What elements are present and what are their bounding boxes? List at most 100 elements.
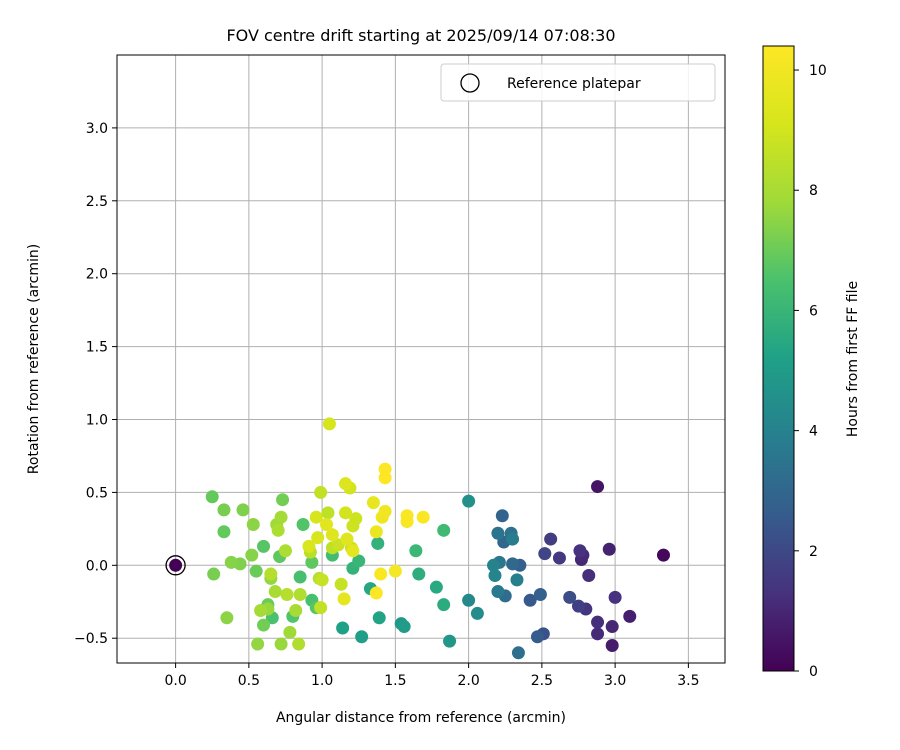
colorbar-tick-label: 2 [809, 544, 818, 560]
colorbar-tick-label: 8 [809, 183, 818, 199]
data-point [334, 577, 348, 591]
x-axis-ticks: 0.0 0.5 1.0 1.5 2.0 2.5 3.0 3.5 [164, 663, 700, 689]
data-point [488, 569, 502, 583]
data-point [246, 517, 260, 531]
chart-title: FOV centre drift starting at 2025/09/14 … [226, 26, 615, 45]
colorbar-tick-label: 10 [809, 63, 827, 79]
data-point [274, 637, 288, 651]
y-tick-label: 2.0 [86, 267, 108, 283]
data-point [296, 517, 310, 531]
data-point [366, 496, 380, 510]
x-tick-label: 0.5 [238, 673, 260, 689]
data-point [462, 494, 476, 508]
data-point [289, 604, 303, 618]
data-point [470, 606, 484, 620]
data-point [322, 417, 336, 431]
data-point [352, 554, 366, 568]
data-point [371, 536, 385, 550]
data-point [224, 555, 238, 569]
x-tick-label: 3.5 [677, 673, 699, 689]
x-tick-label: 0.0 [164, 673, 186, 689]
data-point [314, 485, 328, 499]
data-point [293, 570, 307, 584]
y-tick-label: 0.5 [86, 485, 108, 501]
data-point [309, 510, 323, 524]
data-point [257, 618, 271, 632]
data-point [506, 532, 520, 546]
data-point [276, 493, 290, 507]
data-point [337, 592, 351, 606]
data-point [656, 548, 670, 562]
y-tick-label: 1.5 [86, 340, 108, 356]
plot-frame [116, 54, 726, 664]
x-tick-label: 2.5 [531, 673, 553, 689]
x-tick-label: 1.5 [384, 673, 406, 689]
legend: Reference platepar [440, 63, 716, 102]
data-point [437, 523, 451, 537]
data-point [311, 531, 325, 545]
data-point [369, 525, 383, 539]
colorbar-label: Hours from first FF file [845, 281, 861, 437]
data-point [355, 630, 369, 644]
data-points [205, 417, 670, 660]
x-tick-label: 1.0 [311, 673, 333, 689]
data-point [292, 637, 306, 651]
data-point [217, 503, 231, 517]
data-point [495, 509, 509, 523]
legend-marker-icon [460, 73, 480, 93]
y-tick-label: 0.0 [86, 558, 108, 574]
data-point [315, 573, 329, 587]
grid-lines [117, 55, 725, 663]
data-point [544, 532, 558, 546]
data-point [280, 587, 294, 601]
data-point [302, 539, 316, 553]
data-point [336, 621, 350, 635]
colorbar-ticks: 0 2 4 6 8 10 [794, 63, 827, 680]
data-point [257, 539, 271, 553]
data-point [314, 601, 328, 615]
data-point [369, 586, 383, 600]
data-point [602, 542, 616, 556]
data-point [283, 625, 297, 639]
data-point [388, 564, 402, 578]
data-point [264, 567, 278, 581]
data-point [397, 620, 411, 634]
data-point [271, 523, 285, 537]
colorbar-tick-label: 6 [809, 303, 818, 319]
data-point [321, 506, 335, 520]
data-point [591, 627, 605, 641]
data-point [220, 611, 234, 625]
data-point [605, 639, 619, 653]
colorbar-tick-label: 0 [809, 664, 818, 680]
legend-label: Reference platepar [507, 76, 641, 92]
data-point [320, 517, 334, 531]
reference-ring [165, 555, 186, 576]
data-point [268, 585, 282, 599]
data-point [249, 564, 263, 578]
data-point [409, 544, 423, 558]
data-point [491, 526, 505, 540]
data-point [412, 567, 426, 581]
data-point [511, 646, 525, 660]
data-point [205, 490, 219, 504]
data-point [429, 580, 443, 594]
data-point [416, 510, 430, 524]
reference-point [169, 558, 183, 572]
y-tick-label: 2.5 [86, 194, 108, 210]
colorbar: 0 2 4 6 8 10 Hours from first FF file [762, 45, 861, 680]
x-axis-label: Angular distance from reference (arcmin) [276, 710, 566, 726]
data-point [305, 555, 319, 569]
data-point [552, 551, 566, 565]
data-point [462, 593, 476, 607]
y-axis-label: Rotation from reference (arcmin) [26, 244, 42, 474]
legend-box [440, 63, 716, 102]
data-point [236, 503, 250, 517]
data-point [378, 471, 392, 485]
y-tick-label: 1.0 [86, 413, 108, 429]
data-point [623, 609, 637, 623]
data-point [374, 567, 388, 581]
data-point [506, 557, 520, 571]
data-point [591, 615, 605, 629]
data-point [207, 567, 221, 581]
data-point [400, 509, 414, 523]
